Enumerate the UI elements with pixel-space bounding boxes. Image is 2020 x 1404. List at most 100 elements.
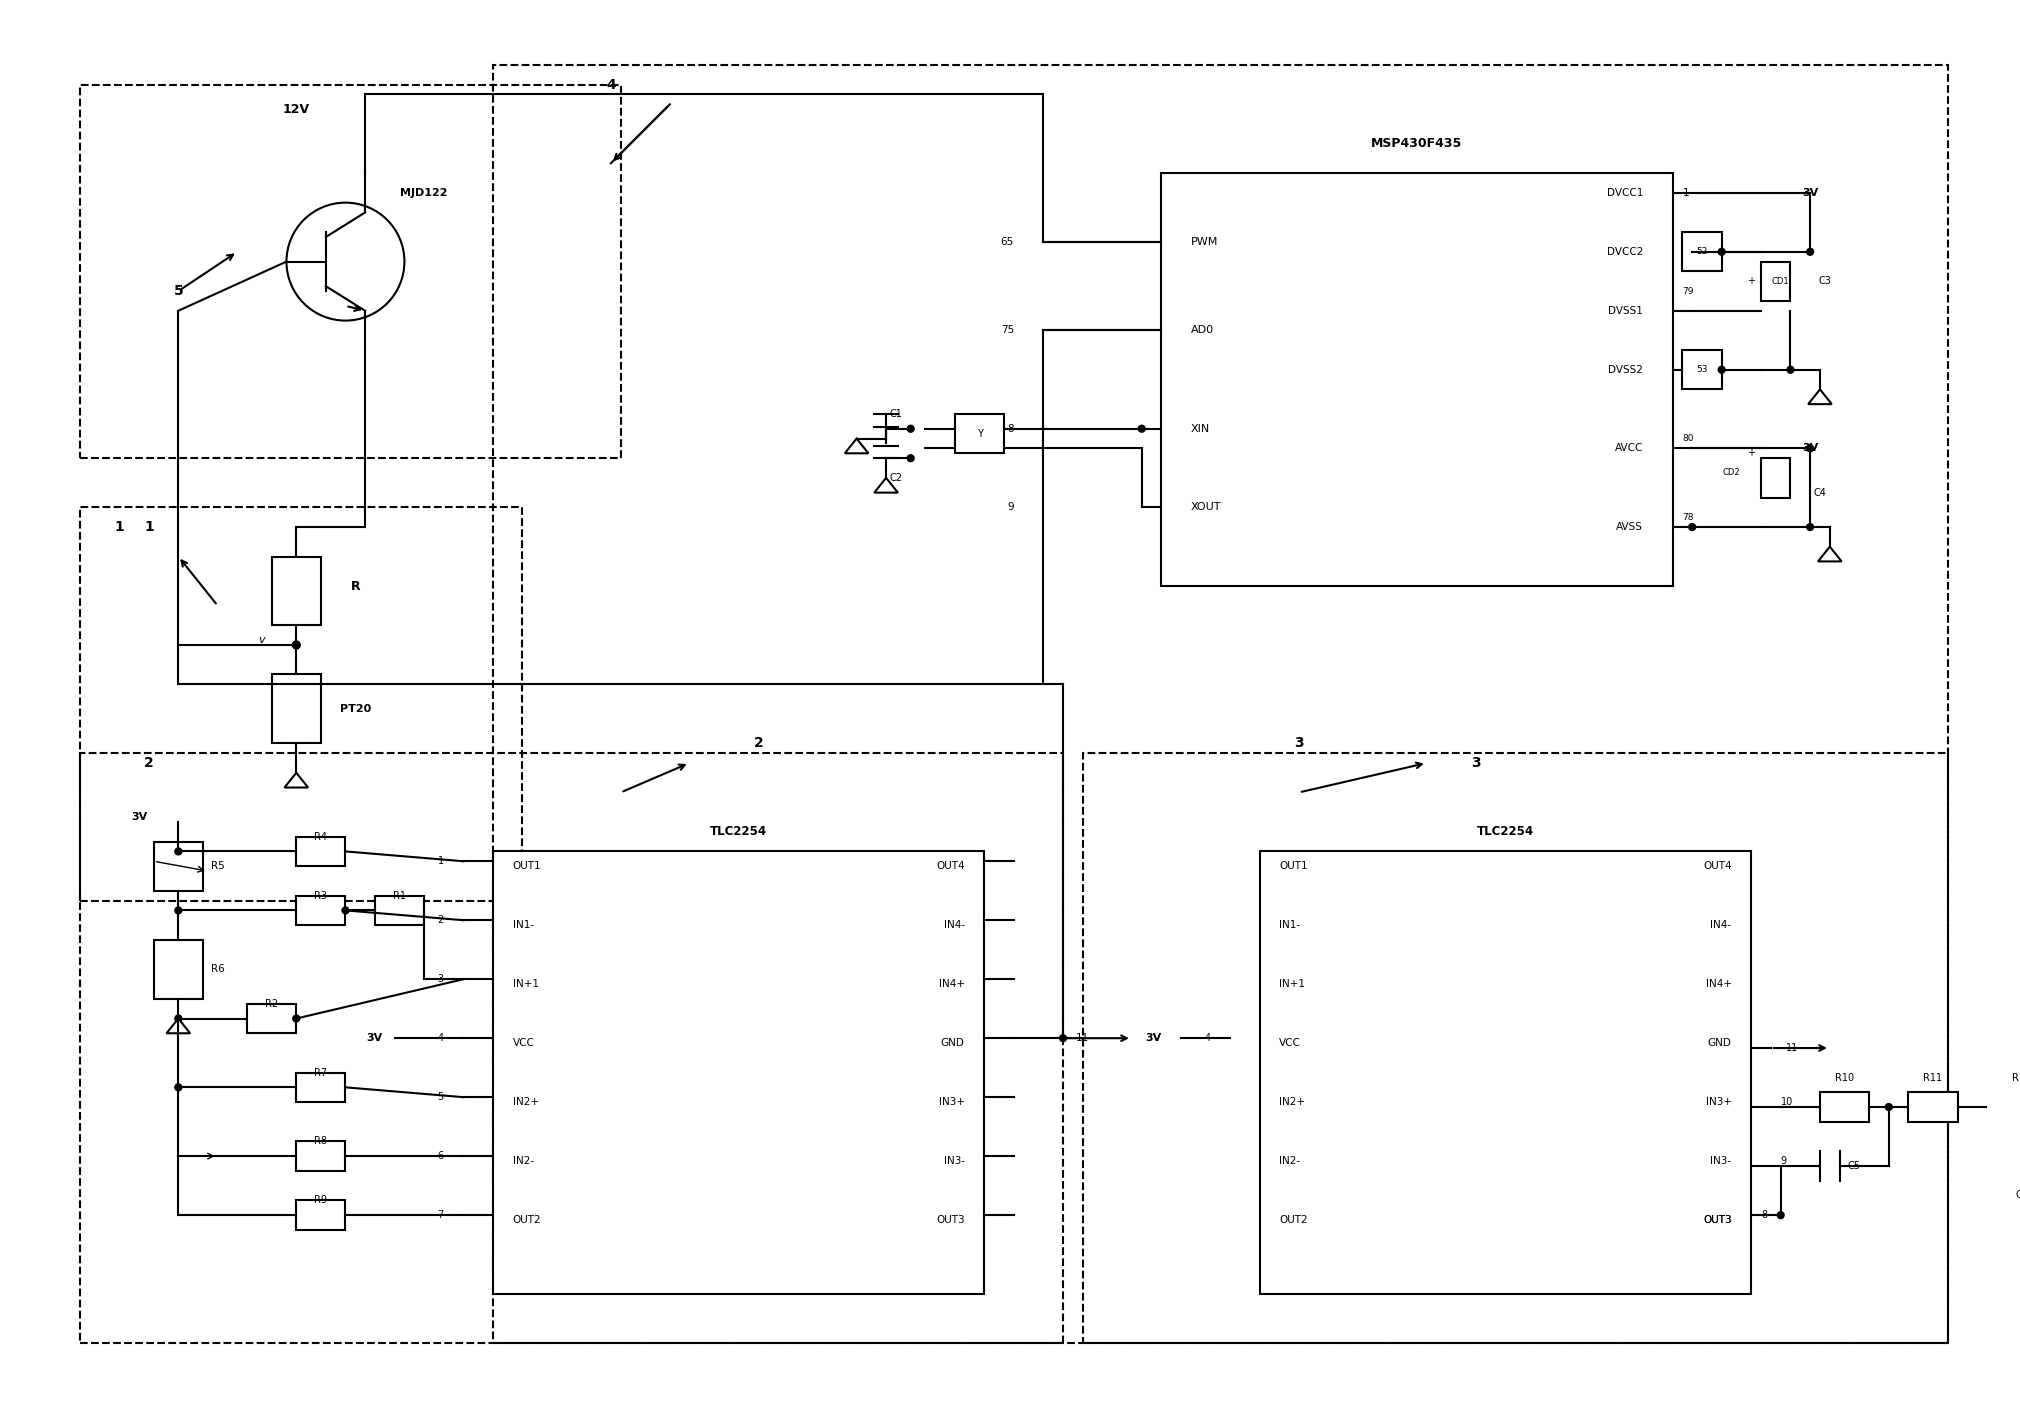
- Bar: [1260, 851, 1751, 1293]
- Text: v: v: [259, 635, 265, 644]
- Text: R9: R9: [315, 1195, 327, 1206]
- Bar: [81, 84, 620, 458]
- Text: 6: 6: [438, 1151, 444, 1161]
- Text: +: +: [1747, 448, 1755, 458]
- Circle shape: [293, 1015, 299, 1022]
- Text: OUT3: OUT3: [1703, 1214, 1731, 1226]
- Text: C4: C4: [1814, 487, 1826, 497]
- Text: 80: 80: [1683, 434, 1695, 444]
- Circle shape: [1060, 1035, 1067, 1042]
- Bar: [297, 1200, 345, 1230]
- Text: TLC2254: TLC2254: [1477, 826, 1533, 838]
- Text: 53: 53: [1697, 365, 1707, 375]
- Text: R1: R1: [394, 890, 406, 900]
- Polygon shape: [875, 477, 899, 493]
- Bar: [1820, 1092, 1868, 1122]
- Bar: [297, 837, 345, 866]
- Circle shape: [1137, 425, 1145, 432]
- Circle shape: [1806, 249, 1814, 256]
- Text: 1: 1: [143, 519, 154, 534]
- Text: 2: 2: [753, 736, 764, 750]
- Text: R5: R5: [210, 861, 224, 870]
- Text: 3V: 3V: [1802, 188, 1818, 198]
- Bar: [154, 841, 202, 890]
- Text: OUT1: OUT1: [513, 861, 541, 870]
- Text: IN2-: IN2-: [1279, 1155, 1301, 1167]
- Circle shape: [176, 848, 182, 855]
- Text: CD1: CD1: [1772, 277, 1790, 286]
- Text: R: R: [349, 580, 360, 592]
- Text: 1: 1: [438, 856, 444, 866]
- Text: OUT1: OUT1: [1279, 861, 1307, 870]
- Circle shape: [907, 455, 915, 462]
- Circle shape: [341, 907, 349, 914]
- Bar: [297, 896, 345, 925]
- Text: XOUT: XOUT: [1192, 503, 1222, 512]
- Circle shape: [176, 907, 182, 914]
- Text: 11: 11: [1786, 1043, 1798, 1053]
- Text: MSP430F435: MSP430F435: [1372, 138, 1462, 150]
- Bar: [273, 674, 321, 743]
- Circle shape: [176, 1015, 182, 1022]
- Text: OUT2: OUT2: [513, 1214, 541, 1226]
- Bar: [493, 851, 984, 1293]
- Text: DVSS2: DVSS2: [1608, 365, 1642, 375]
- Text: IN+1: IN+1: [1279, 979, 1305, 990]
- Text: R8: R8: [315, 1136, 327, 1147]
- Text: IN4+: IN4+: [939, 979, 966, 990]
- Text: 65: 65: [1000, 237, 1014, 247]
- Circle shape: [1885, 1104, 1893, 1111]
- Text: 11: 11: [1077, 1033, 1089, 1043]
- Text: IN1-: IN1-: [1279, 920, 1301, 929]
- Text: C5: C5: [1848, 1161, 1860, 1171]
- Text: R4: R4: [315, 831, 327, 841]
- Text: 2: 2: [438, 915, 444, 925]
- Text: MJD122: MJD122: [400, 188, 448, 198]
- Circle shape: [1806, 524, 1814, 531]
- Text: 3: 3: [1471, 755, 1481, 769]
- Text: XIN: XIN: [1192, 424, 1210, 434]
- Text: IN3+: IN3+: [939, 1097, 966, 1108]
- Bar: [81, 507, 523, 900]
- Text: IN3-: IN3-: [943, 1155, 966, 1167]
- Text: R11: R11: [1923, 1073, 1943, 1082]
- Text: IN3+: IN3+: [1705, 1097, 1731, 1108]
- Text: 12V: 12V: [283, 102, 309, 115]
- Text: PWM: PWM: [1192, 237, 1218, 247]
- Text: IN3-: IN3-: [1711, 1155, 1731, 1167]
- Text: IN2+: IN2+: [513, 1097, 539, 1108]
- Bar: [1683, 232, 1721, 271]
- Bar: [1083, 753, 1947, 1344]
- Text: R7: R7: [315, 1067, 327, 1078]
- Text: IN2+: IN2+: [1279, 1097, 1305, 1108]
- Text: C2: C2: [889, 473, 903, 483]
- Circle shape: [907, 425, 915, 432]
- Text: IN1-: IN1-: [513, 920, 533, 929]
- Text: 52: 52: [1697, 247, 1707, 257]
- Text: 4: 4: [438, 1033, 444, 1043]
- Text: 9: 9: [1782, 1155, 1788, 1167]
- Text: OUT3: OUT3: [935, 1214, 966, 1226]
- Text: VCC: VCC: [1279, 1038, 1301, 1049]
- Bar: [297, 1073, 345, 1102]
- Text: R12: R12: [2012, 1073, 2020, 1082]
- Text: 78: 78: [1683, 512, 1695, 522]
- Bar: [493, 65, 1947, 1344]
- Bar: [1909, 1092, 1957, 1122]
- Bar: [246, 1004, 297, 1033]
- Bar: [1761, 261, 1790, 300]
- Circle shape: [176, 1084, 182, 1091]
- Text: 3V: 3V: [131, 812, 147, 821]
- Text: R3: R3: [315, 890, 327, 900]
- Text: OUT4: OUT4: [935, 861, 966, 870]
- Bar: [154, 939, 202, 998]
- Text: 4: 4: [606, 77, 616, 91]
- Polygon shape: [166, 1018, 190, 1033]
- Text: IN+1: IN+1: [513, 979, 539, 990]
- Text: OUT2: OUT2: [1279, 1214, 1307, 1226]
- Text: 4: 4: [1204, 1033, 1210, 1043]
- Bar: [297, 1141, 345, 1171]
- Text: DVSS1: DVSS1: [1608, 306, 1642, 316]
- Bar: [81, 753, 1063, 1344]
- Text: OUT4: OUT4: [1703, 861, 1731, 870]
